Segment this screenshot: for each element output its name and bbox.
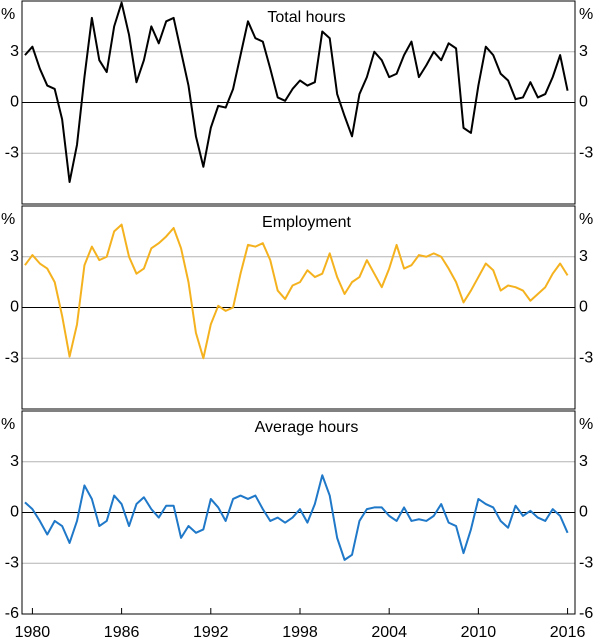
y-tick-label: -3 <box>5 349 19 366</box>
y2-tick-label: -3 <box>579 349 593 366</box>
y2-tick-label: 3 <box>579 43 588 60</box>
unit-label: % <box>1 416 15 433</box>
x-tick-label: 1980 <box>15 624 51 641</box>
x-tick-label: 2004 <box>371 624 407 641</box>
y-tick-label: 0 <box>10 94 19 111</box>
y-tick-label: 0 <box>10 504 19 521</box>
y2-tick-label: 3 <box>579 453 588 470</box>
unit-label-right: % <box>579 416 593 433</box>
panel-title: Employment <box>262 214 351 231</box>
y2-tick-label: -3 <box>579 144 593 161</box>
unit-label: % <box>1 6 15 23</box>
y2-tick-label: 3 <box>579 248 588 265</box>
y2-tick-label: 0 <box>579 94 588 111</box>
unit-label: % <box>1 211 15 228</box>
x-tick-label: 1992 <box>193 624 229 641</box>
x-tick-label: 2016 <box>550 624 586 641</box>
y2-tick-label: -3 <box>579 554 593 571</box>
panel-frame <box>21 205 576 410</box>
y2-tick-label: -6 <box>579 605 593 622</box>
panel-title: Total hours <box>267 9 345 26</box>
panel-title: Average hours <box>255 419 359 436</box>
y-tick-label: -3 <box>5 144 19 161</box>
y-tick-label: 3 <box>10 453 19 470</box>
x-tick-label: 1986 <box>104 624 140 641</box>
x-tick-label: 1998 <box>282 624 318 641</box>
line <box>24 1 569 184</box>
panel-frame <box>21 0 576 205</box>
y-tick-label: 3 <box>10 248 19 265</box>
y-tick-label: 0 <box>10 299 19 316</box>
unit-label-right: % <box>579 6 593 23</box>
y-tick-label: 3 <box>10 43 19 60</box>
y2-tick-label: 0 <box>579 299 588 316</box>
line <box>24 474 569 561</box>
panel-frame <box>21 410 576 615</box>
y-tick-label: -6 <box>5 605 19 622</box>
x-tick-label: 2010 <box>461 624 497 641</box>
y-tick-label: -3 <box>5 554 19 571</box>
unit-label-right: % <box>579 211 593 228</box>
y2-tick-label: 0 <box>579 504 588 521</box>
line <box>24 223 569 360</box>
